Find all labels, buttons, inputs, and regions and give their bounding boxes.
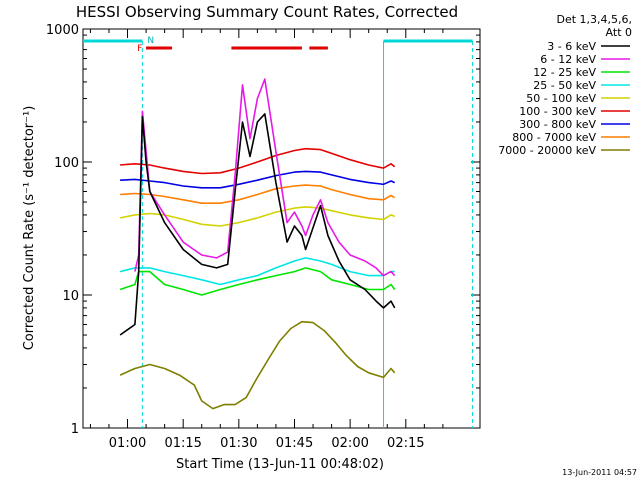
series-layer bbox=[119, 78, 396, 410]
series-line-0 bbox=[119, 113, 396, 336]
legend-detectors: Det 1,3,4,5,6, bbox=[556, 13, 632, 26]
legend-label: 7000 - 20000 keV bbox=[498, 144, 596, 157]
series-line-5 bbox=[120, 147, 396, 175]
x-tick-label: 01:45 bbox=[276, 436, 313, 451]
series-line-3 bbox=[119, 257, 395, 286]
series-line-2 bbox=[119, 267, 396, 296]
legend-label: 800 - 7000 keV bbox=[512, 131, 596, 144]
x-axis-label: Start Time (13-Jun-11 00:48:02) bbox=[176, 457, 384, 472]
x-tick-label: 01:30 bbox=[220, 436, 257, 451]
flare-label: F bbox=[137, 44, 142, 54]
series-line-8 bbox=[119, 320, 396, 410]
chart-title: HESSI Observing Summary Count Rates, Cor… bbox=[76, 3, 458, 21]
y-axis-label: Corrected Count Rate (s⁻¹ detector⁻¹) bbox=[22, 106, 37, 351]
y-axis: 1 10 100 1000 bbox=[46, 23, 480, 437]
legend-label: 300 - 800 keV bbox=[519, 118, 596, 131]
x-tick-label: 02:00 bbox=[331, 436, 368, 451]
legend-label: 25 - 50 keV bbox=[533, 79, 596, 92]
legend-label: 100 - 300 keV bbox=[519, 105, 596, 118]
series-line-1 bbox=[134, 78, 396, 277]
legend-label: 12 - 25 keV bbox=[533, 66, 596, 79]
x-axis: 01:00 01:15 01:30 01:45 02:00 02:15 bbox=[89, 29, 444, 451]
plot-frame bbox=[82, 28, 481, 429]
legend-label: 3 - 6 keV bbox=[547, 40, 596, 53]
x-tick-label: 02:15 bbox=[387, 436, 424, 451]
timestamp: 13-Jun-2011 04:57 bbox=[562, 468, 637, 477]
legend-attenuator: Att 0 bbox=[606, 26, 632, 39]
legend-label: 6 - 12 keV bbox=[540, 53, 596, 66]
y-tick-label: 10 bbox=[62, 289, 79, 304]
observing-markers: NF bbox=[83, 36, 474, 428]
y-tick-label: 1000 bbox=[46, 23, 79, 38]
series-line-7 bbox=[120, 184, 396, 204]
night-label: N bbox=[147, 36, 154, 46]
y-tick-label: 1 bbox=[71, 422, 79, 437]
x-tick-label: 01:00 bbox=[109, 436, 146, 451]
y-tick-label: 100 bbox=[54, 156, 79, 171]
legend-label: 50 - 100 keV bbox=[526, 92, 596, 105]
series-line-6 bbox=[120, 170, 396, 189]
x-tick-label: 01:15 bbox=[164, 436, 201, 451]
